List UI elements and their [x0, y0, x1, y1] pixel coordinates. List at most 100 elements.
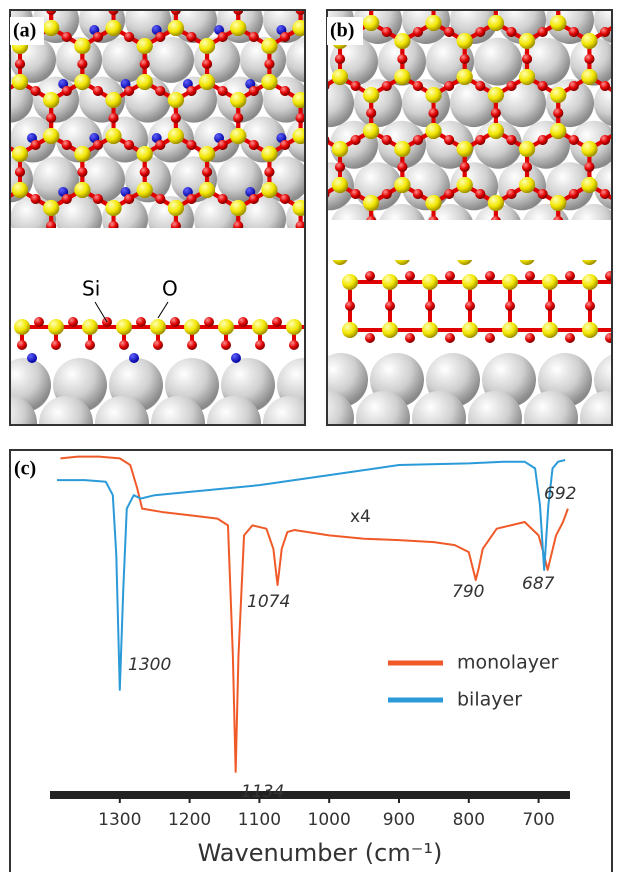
- o-atom: [238, 317, 248, 327]
- panel-a-frame: [9, 9, 306, 426]
- o-atom: [459, 162, 470, 172]
- si-atom: [363, 15, 380, 31]
- si-atom: [74, 182, 91, 198]
- substrate-atom: [10, 396, 37, 425]
- si-atom: [519, 177, 536, 193]
- si-atom: [48, 319, 64, 335]
- o-atom: [155, 86, 166, 96]
- o-atom: [202, 59, 213, 69]
- o-atom: [568, 135, 579, 145]
- si-atom: [230, 92, 247, 108]
- o-atom: [311, 86, 321, 96]
- o-atom: [233, 113, 244, 123]
- o-atom: [170, 10, 181, 15]
- si-atom: [425, 123, 442, 139]
- o-atom: [445, 271, 455, 281]
- n-atom: [308, 187, 318, 197]
- si-atom: [292, 92, 305, 108]
- o-atom: [0, 194, 9, 204]
- x-tick-label: 800: [453, 810, 485, 830]
- si-atom: [425, 87, 442, 103]
- peak-label: 692: [544, 484, 576, 504]
- si-atom: [502, 322, 518, 338]
- si-atom: [550, 123, 567, 139]
- legend-label: bilayer: [457, 689, 522, 711]
- si-atom: [136, 146, 153, 162]
- o-atom: [553, 0, 563, 10]
- si-atom: [550, 87, 567, 103]
- gap: [327, 220, 612, 260]
- o-atom: [568, 189, 579, 199]
- substrate-atom: [450, 79, 498, 128]
- o-atom: [248, 86, 259, 96]
- atom-label: O: [162, 277, 178, 301]
- si-atom: [218, 319, 234, 335]
- o-atom: [366, 0, 376, 10]
- si-atom: [462, 274, 478, 290]
- si-atom: [292, 20, 305, 36]
- o-atom: [221, 340, 231, 350]
- si-atom: [105, 92, 122, 108]
- o-atom: [568, 27, 579, 37]
- o-atom: [15, 59, 25, 69]
- o-atom: [92, 86, 103, 96]
- x-tick-label: 900: [383, 810, 415, 830]
- o-atom: [311, 32, 321, 42]
- si-atom: [394, 69, 411, 85]
- peak-label: x4: [350, 507, 371, 527]
- o-atom: [51, 340, 61, 350]
- si-atom: [261, 74, 278, 90]
- pointer: [157, 301, 169, 319]
- substrate-atom: [354, 79, 402, 128]
- o-atom: [186, 86, 197, 96]
- o-atom: [522, 162, 533, 172]
- si-atom: [613, 123, 619, 139]
- si-atom: [43, 200, 60, 216]
- substrate-atom: [402, 79, 450, 128]
- si-atom: [581, 177, 598, 193]
- si-atom: [542, 322, 558, 338]
- o-atom: [522, 54, 533, 64]
- si-atom: [261, 146, 278, 162]
- o-atom: [444, 27, 455, 37]
- substrate-atom: [151, 396, 205, 425]
- substrate-atom: [356, 391, 410, 425]
- o-atom: [412, 135, 423, 145]
- o-atom: [30, 194, 41, 204]
- o-atom: [584, 162, 595, 172]
- peak-label: 1074: [247, 592, 290, 612]
- spectrum-line: [56, 459, 566, 691]
- substrate-atom: [327, 391, 354, 425]
- n-atom: [231, 353, 241, 363]
- si-atom: [487, 195, 504, 211]
- o-atom: [217, 86, 228, 96]
- o-atom: [311, 194, 321, 204]
- o-atom: [0, 194, 9, 204]
- si-atom: [12, 74, 28, 90]
- o-atom: [170, 317, 180, 327]
- si-atom: [116, 319, 132, 335]
- o-atom: [61, 194, 72, 204]
- si-atom: [542, 274, 558, 290]
- substrate-atom: [171, 10, 217, 43]
- o-atom: [381, 135, 392, 145]
- si-atom: [422, 274, 438, 290]
- x-axis-label: Wavenumber (cm⁻¹): [198, 839, 443, 867]
- o-atom: [600, 189, 611, 199]
- o-atom: [139, 167, 150, 177]
- substrate-atom: [580, 391, 612, 425]
- o-atom: [385, 301, 395, 311]
- substrate-atom: [39, 396, 93, 425]
- si-atom: [613, 195, 619, 211]
- o-atom: [600, 27, 611, 37]
- si-atom: [167, 200, 184, 216]
- o-atom: [61, 140, 72, 150]
- o-atom: [350, 189, 361, 199]
- n-atom: [129, 353, 139, 363]
- o-atom: [600, 81, 611, 91]
- o-atom: [397, 54, 408, 64]
- substrate-atom: [474, 120, 522, 169]
- si-atom: [199, 146, 216, 162]
